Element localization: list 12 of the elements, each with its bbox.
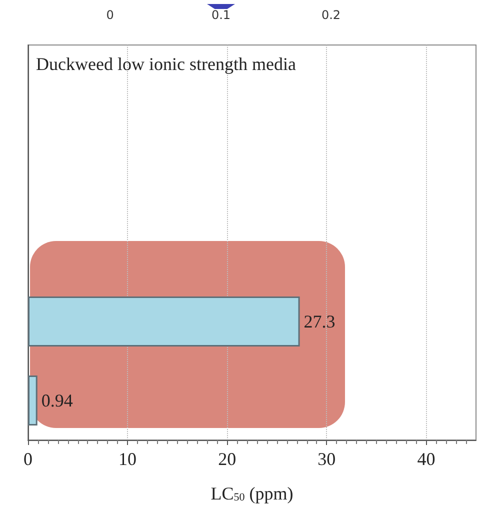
- x-axis-title: LC50 (ppm): [210, 484, 294, 504]
- x-tick-label: 10: [118, 449, 137, 469]
- x-tick-label: 40: [417, 449, 436, 469]
- text: 0.1: [211, 8, 231, 22]
- data-label: 0.94: [41, 390, 73, 410]
- x-tick-label: 0: [24, 449, 32, 469]
- data-label: 27.3: [304, 312, 336, 332]
- text: Duckweed low ionic strength media: [36, 54, 296, 74]
- x-tick-label: 20: [218, 449, 236, 469]
- text: 0: [106, 8, 114, 22]
- text: 0.2: [321, 8, 341, 22]
- x-tick-label: 30: [318, 449, 336, 469]
